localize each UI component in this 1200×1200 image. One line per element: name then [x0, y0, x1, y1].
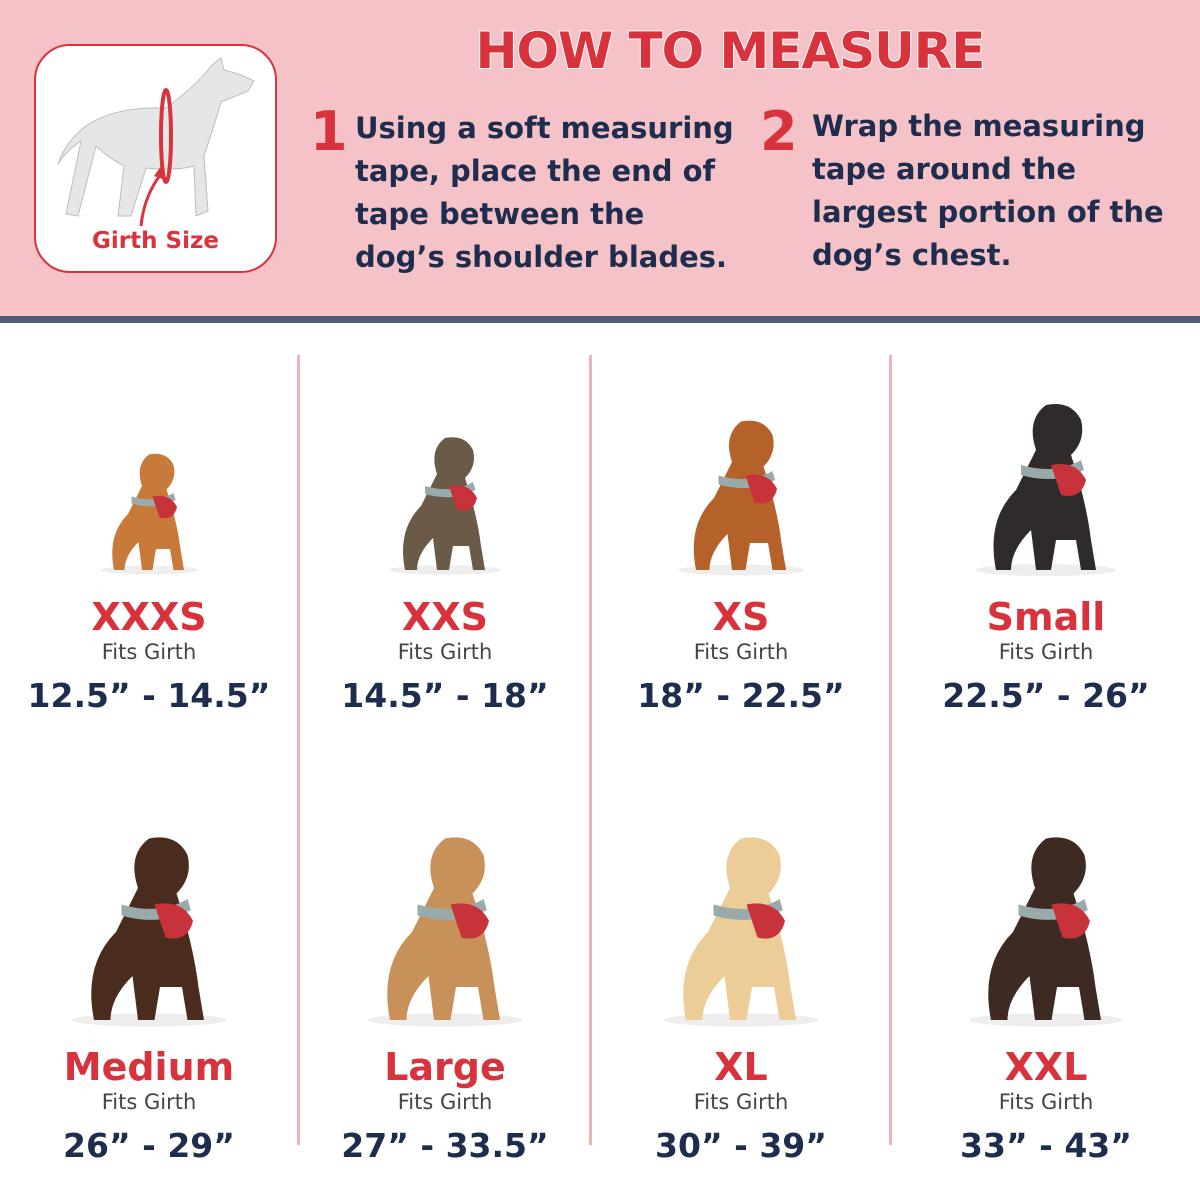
step-1-text: Using a soft measuring tape, place the e…: [355, 111, 734, 274]
step-2-text: Wrap the measuring tape around the large…: [812, 109, 1164, 272]
step-2-number: 2: [760, 100, 798, 163]
step-1-number: 1: [310, 100, 348, 163]
dog-photo-golden-retriever: [664, 837, 818, 1027]
dog-photo-doberman: [969, 837, 1123, 1027]
fits-girth-label: Fits Girth: [998, 1090, 1094, 1114]
size-label: XXS: [402, 595, 488, 639]
girth-range: 27” - 33.5”: [341, 1126, 549, 1165]
fits-girth-label: Fits Girth: [397, 640, 493, 664]
girth-size-label: Girth Size: [92, 228, 219, 254]
fits-girth-label: Fits Girth: [101, 640, 197, 664]
dog-photo-dachshund: [678, 420, 804, 576]
fits-girth-label: Fits Girth: [998, 640, 1094, 664]
fits-girth-label: Fits Girth: [101, 1090, 197, 1114]
size-label: Large: [384, 1045, 506, 1089]
girth-range: 26” - 29”: [63, 1126, 235, 1165]
dog-photo-yorkshire-terrier: [389, 437, 501, 575]
fits-girth-label: Fits Girth: [397, 1090, 493, 1114]
fits-girth-label: Fits Girth: [693, 640, 789, 664]
size-label: Small: [986, 595, 1106, 639]
size-label: XS: [712, 595, 770, 639]
size-cell-large: Large Fits Girth 27” - 33.5”: [300, 705, 590, 1170]
girth-range: 33” - 43”: [960, 1126, 1132, 1165]
size-label: Medium: [63, 1045, 235, 1089]
dog-photo-shepherd-mix: [368, 837, 522, 1027]
divider: [0, 316, 1200, 323]
column-divider: [589, 355, 592, 1145]
girth-range: 18” - 22.5”: [637, 676, 845, 715]
dog-girth-illustration: [57, 57, 255, 227]
girth-diagram-card: Girth Size: [34, 44, 277, 273]
girth-range: 12.5” - 14.5”: [27, 676, 271, 715]
size-cell-medium: Medium Fits Girth 26” - 29”: [0, 705, 298, 1170]
dog-photo-mixed-breed: [72, 837, 226, 1027]
size-label: XXXS: [91, 595, 207, 639]
size-label: XL: [714, 1045, 768, 1089]
column-divider: [297, 355, 300, 1145]
size-cell-xxs: XXS Fits Girth 14.5” - 18”: [300, 370, 590, 720]
dog-photo-pug: [976, 404, 1116, 576]
dog-photo-dachshund-puppy: [100, 453, 198, 575]
page-title: HOW TO MEASURE: [475, 21, 987, 81]
size-cell-xxxs: XXXS Fits Girth 12.5” - 14.5”: [0, 370, 298, 720]
fits-girth-label: Fits Girth: [693, 1090, 789, 1114]
girth-range: 14.5” - 18”: [341, 676, 549, 715]
size-label: XXL: [1004, 1045, 1088, 1089]
size-cell-xs: XS Fits Girth 18” - 22.5”: [592, 370, 890, 720]
girth-range: 30” - 39”: [655, 1126, 827, 1165]
size-cell-xxl: XXL Fits Girth 33” - 43”: [892, 705, 1200, 1170]
size-cell-small: Small Fits Girth 22.5” - 26”: [892, 370, 1200, 720]
girth-range: 22.5” - 26”: [942, 676, 1150, 715]
size-cell-xl: XL Fits Girth 30” - 39”: [592, 705, 890, 1170]
column-divider: [889, 355, 892, 1145]
